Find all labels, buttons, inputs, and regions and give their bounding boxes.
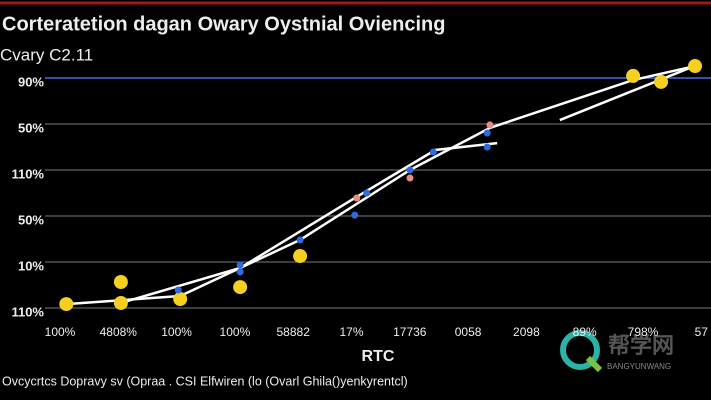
data-point: [59, 297, 74, 312]
y-tick-label: 50%: [18, 212, 44, 227]
watermark-text: 帮学网: [608, 333, 674, 358]
watermark-subtext: BANGYUNWANG: [607, 362, 671, 371]
x-tick-label: 100%: [220, 325, 251, 339]
watermark-logo: [560, 330, 600, 370]
x-tick-label: 89%: [573, 325, 597, 339]
data-point: [688, 59, 703, 74]
data-point: [483, 129, 491, 137]
x-tick-label: 58882: [277, 325, 311, 339]
x-tick-label: 57: [695, 325, 709, 339]
data-point: [236, 261, 244, 269]
data-point: [173, 292, 188, 307]
data-point: [351, 211, 359, 219]
data-point: [113, 295, 128, 310]
data-point: [174, 286, 182, 294]
y-tick-label: 110%: [11, 304, 44, 319]
x-tick-label: 2098: [513, 325, 540, 339]
caption: Ovcycrtcs Dopravy sv (Opraa . CSI Elfwir…: [2, 374, 408, 388]
watermark-logo: [585, 355, 603, 373]
y-tick-label: 90%: [18, 74, 44, 89]
chart-title: Corteratetion dagan Owary Oystnial Ovien…: [2, 13, 445, 35]
data-point: [293, 249, 308, 264]
data-point: [654, 74, 669, 89]
data-point: [113, 275, 128, 290]
data-point: [363, 189, 371, 197]
data-point: [236, 268, 244, 276]
x-tick-label: 798%: [628, 325, 659, 339]
x-tick-label: 0058: [455, 325, 482, 339]
data-point: [296, 236, 304, 244]
series-line: [559, 62, 701, 122]
x-tick-label: 100%: [161, 325, 192, 339]
watermark: 帮学网 BANGYUNWANG: [560, 330, 674, 373]
data-point: [483, 143, 491, 151]
data-point: [406, 166, 414, 174]
data-point: [406, 174, 414, 182]
data-point: [429, 148, 437, 156]
x-tick-label: 100%: [45, 325, 76, 339]
x-tick-label: 17736: [393, 325, 427, 339]
x-tick-label: 4808%: [100, 325, 138, 339]
y-tick-label: 10%: [18, 258, 44, 273]
data-point: [353, 194, 361, 202]
data-point: [486, 121, 494, 129]
data-point: [626, 68, 641, 83]
chart-subtitle: Cvary C2.11: [0, 45, 93, 64]
data-point: [233, 280, 248, 295]
x-axis-label: RTC: [362, 348, 395, 365]
x-tick-label: 17%: [339, 325, 363, 339]
y-tick-label: 50%: [18, 120, 44, 135]
y-tick-label: 110%: [11, 166, 44, 181]
